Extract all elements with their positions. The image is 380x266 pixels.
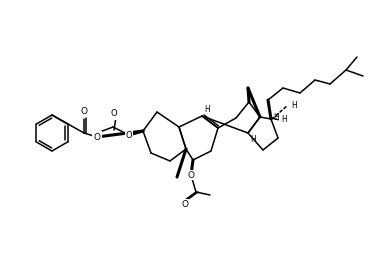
Text: H: H xyxy=(291,101,297,110)
Text: O: O xyxy=(182,200,188,209)
Text: O: O xyxy=(81,107,87,116)
Text: O: O xyxy=(93,132,100,142)
Text: O: O xyxy=(126,131,132,139)
Text: H: H xyxy=(273,114,279,123)
Text: H: H xyxy=(204,105,210,114)
Text: H: H xyxy=(281,115,287,124)
Text: H: H xyxy=(250,135,256,144)
Text: O: O xyxy=(187,171,195,180)
Text: O: O xyxy=(111,110,117,118)
